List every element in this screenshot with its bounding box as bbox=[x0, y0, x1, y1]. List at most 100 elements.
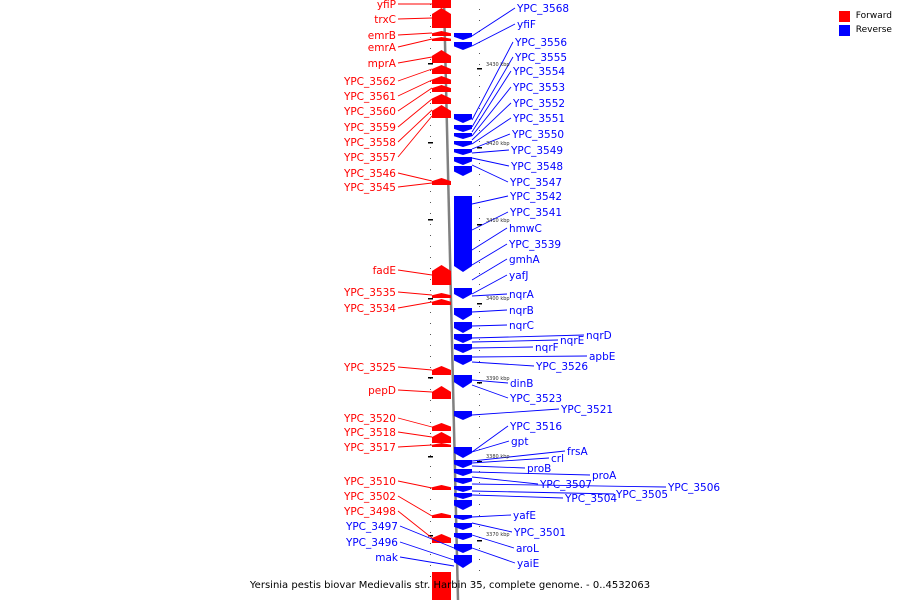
gene-label[interactable]: YPC_3498 bbox=[343, 506, 396, 518]
gene-label[interactable]: yafE bbox=[513, 510, 536, 522]
gene-label[interactable]: YPC_3520 bbox=[343, 413, 396, 425]
forward-gene[interactable] bbox=[432, 105, 451, 118]
gene-label[interactable]: proB bbox=[527, 463, 551, 475]
reverse-gene[interactable] bbox=[454, 544, 472, 553]
forward-gene[interactable] bbox=[432, 265, 451, 285]
reverse-gene[interactable] bbox=[454, 125, 472, 132]
reverse-gene[interactable] bbox=[454, 493, 472, 499]
gene-label[interactable]: YPC_3535 bbox=[343, 287, 396, 299]
gene-label[interactable]: yfiP bbox=[377, 0, 396, 11]
gene-label[interactable]: dinB bbox=[510, 378, 533, 390]
reverse-gene[interactable] bbox=[454, 308, 472, 320]
gene-label[interactable]: YPC_3541 bbox=[509, 207, 562, 219]
gene-label[interactable]: gpt bbox=[511, 436, 528, 448]
gene-label[interactable]: nqrA bbox=[509, 289, 535, 301]
gene-label[interactable]: YPC_3507 bbox=[539, 479, 592, 491]
gene-label[interactable]: YPC_3526 bbox=[535, 361, 588, 373]
gene-label[interactable]: aroL bbox=[516, 543, 539, 555]
gene-label[interactable]: YPC_3539 bbox=[508, 239, 561, 251]
gene-label[interactable]: hmwC bbox=[509, 223, 542, 235]
gene-label[interactable]: YPC_3557 bbox=[343, 152, 396, 164]
reverse-gene[interactable] bbox=[454, 42, 472, 50]
gene-label[interactable]: nqrD bbox=[586, 330, 612, 342]
forward-gene[interactable] bbox=[432, 432, 451, 443]
gene-label[interactable]: YPC_3556 bbox=[514, 37, 567, 49]
gene-label[interactable]: YPC_3547 bbox=[509, 177, 562, 189]
reverse-gene[interactable] bbox=[454, 447, 472, 458]
legend-item-forward[interactable]: Forward bbox=[838, 9, 892, 23]
reverse-gene[interactable] bbox=[454, 157, 472, 165]
reverse-gene[interactable] bbox=[454, 411, 472, 420]
forward-gene[interactable] bbox=[432, 94, 451, 104]
gene-label[interactable]: YPC_3496 bbox=[345, 537, 398, 549]
gene-label[interactable]: YPC_3502 bbox=[343, 491, 396, 503]
forward-gene[interactable] bbox=[432, 386, 451, 399]
gene-label[interactable]: emrB bbox=[368, 30, 396, 42]
reverse-gene[interactable] bbox=[454, 469, 472, 476]
gene-label[interactable]: emrA bbox=[368, 42, 397, 54]
reverse-gene[interactable] bbox=[454, 288, 472, 299]
gene-label[interactable]: nqrB bbox=[509, 305, 534, 317]
gene-label[interactable]: proA bbox=[592, 470, 617, 482]
reverse-gene[interactable] bbox=[454, 478, 472, 484]
gene-label[interactable]: YPC_3516 bbox=[509, 421, 562, 433]
gene-label[interactable]: YPC_3506 bbox=[667, 482, 720, 494]
reverse-gene[interactable] bbox=[454, 486, 472, 492]
gene-label[interactable]: YPC_3521 bbox=[560, 404, 613, 416]
gene-label[interactable]: YPC_3568 bbox=[516, 3, 569, 15]
gene-label[interactable]: yafJ bbox=[509, 270, 528, 282]
reverse-gene[interactable] bbox=[454, 322, 472, 333]
gene-label[interactable]: mak bbox=[375, 552, 399, 564]
reverse-gene[interactable] bbox=[454, 515, 472, 520]
forward-gene[interactable] bbox=[432, 366, 451, 375]
forward-gene[interactable] bbox=[432, 37, 451, 41]
gene-label[interactable]: apbE bbox=[589, 351, 615, 363]
reverse-gene[interactable] bbox=[454, 149, 472, 155]
gene-label[interactable]: YPC_3560 bbox=[343, 106, 396, 118]
gene-label[interactable]: nqrF bbox=[535, 342, 559, 354]
forward-gene[interactable] bbox=[432, 293, 451, 298]
forward-gene[interactable] bbox=[432, 76, 451, 84]
reverse-gene[interactable] bbox=[454, 500, 472, 510]
gene-label[interactable]: crl bbox=[551, 453, 564, 465]
forward-gene[interactable] bbox=[432, 31, 451, 36]
gene-label[interactable]: YPC_3552 bbox=[512, 98, 565, 110]
forward-gene[interactable] bbox=[432, 65, 451, 74]
forward-gene[interactable] bbox=[432, 534, 451, 543]
forward-gene[interactable] bbox=[432, 443, 451, 447]
reverse-gene[interactable] bbox=[454, 375, 472, 388]
reverse-gene[interactable] bbox=[454, 114, 472, 123]
gene-label[interactable]: pepD bbox=[368, 385, 396, 397]
gene-label[interactable]: YPC_3497 bbox=[345, 521, 398, 533]
gene-label[interactable]: yaiE bbox=[517, 558, 539, 570]
forward-gene[interactable] bbox=[432, 0, 451, 8]
reverse-gene[interactable] bbox=[454, 555, 472, 568]
forward-gene[interactable] bbox=[432, 8, 451, 28]
reverse-gene[interactable] bbox=[454, 344, 472, 353]
gene-label[interactable]: YPC_3546 bbox=[343, 168, 396, 180]
forward-gene[interactable] bbox=[432, 50, 451, 63]
gene-label[interactable]: YPC_3510 bbox=[343, 476, 396, 488]
gene-label[interactable]: YPC_3562 bbox=[343, 76, 396, 88]
gene-label[interactable]: YPC_3551 bbox=[512, 113, 565, 125]
gene-label[interactable]: YPC_3534 bbox=[343, 303, 396, 315]
gene-label[interactable]: YPC_3523 bbox=[509, 393, 562, 405]
reverse-gene[interactable] bbox=[454, 166, 472, 176]
gene-label[interactable]: YPC_3501 bbox=[513, 527, 566, 539]
reverse-gene[interactable] bbox=[454, 460, 472, 468]
gene-label[interactable]: YPC_3559 bbox=[343, 122, 396, 134]
gene-label[interactable]: YPC_3561 bbox=[343, 91, 396, 103]
reverse-gene[interactable] bbox=[454, 523, 472, 530]
gene-label[interactable]: trxC bbox=[374, 14, 396, 26]
gene-label[interactable]: nqrC bbox=[509, 320, 534, 332]
gene-label[interactable]: frsA bbox=[567, 446, 588, 458]
forward-gene[interactable] bbox=[432, 572, 451, 600]
gene-label[interactable]: YPC_3558 bbox=[343, 137, 396, 149]
gene-label[interactable]: nqrE bbox=[560, 335, 584, 347]
reverse-gene[interactable] bbox=[454, 196, 472, 272]
gene-label[interactable]: YPC_3542 bbox=[509, 191, 562, 203]
gene-label[interactable]: mprA bbox=[368, 58, 397, 70]
gene-label[interactable]: YPC_3555 bbox=[514, 52, 567, 64]
forward-gene[interactable] bbox=[432, 485, 451, 490]
reverse-gene[interactable] bbox=[454, 533, 472, 540]
